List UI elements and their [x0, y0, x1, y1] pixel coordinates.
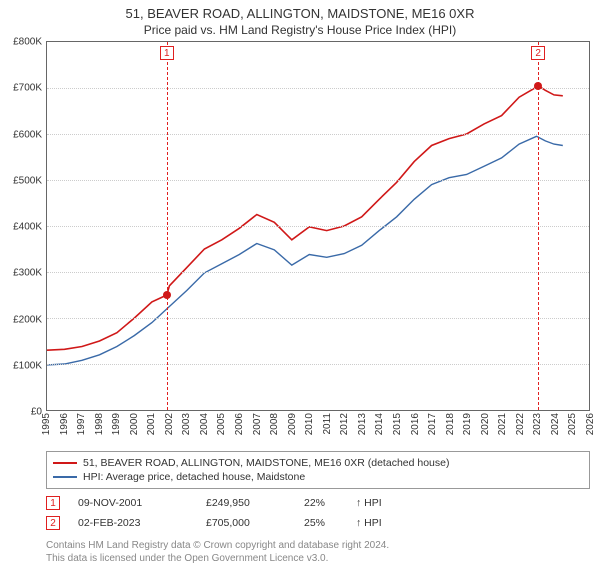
footnote-line: This data is licensed under the Open Gov… [46, 552, 590, 565]
y-tick-label: £400K [13, 222, 42, 233]
x-tick-label: 1995 [41, 413, 52, 435]
x-tick-label: 1997 [76, 413, 87, 435]
gridline [47, 364, 589, 365]
y-tick-label: £600K [13, 129, 42, 140]
transaction-pct: 22% [304, 497, 338, 509]
gridline [47, 134, 589, 135]
x-tick-label: 2017 [427, 413, 438, 435]
footnote: Contains HM Land Registry data © Crown c… [46, 539, 590, 565]
x-tick-label: 1996 [59, 413, 70, 435]
legend-item: HPI: Average price, detached house, Maid… [53, 470, 583, 484]
x-tick-label: 2010 [304, 413, 315, 435]
gridline [47, 88, 589, 89]
gridline [47, 318, 589, 319]
transactions-table: 1 09-NOV-2001 £249,950 22% ↑ HPI 2 02-FE… [46, 493, 590, 533]
chart-subtitle: Price paid vs. HM Land Registry's House … [0, 21, 600, 41]
legend: 51, BEAVER ROAD, ALLINGTON, MAIDSTONE, M… [46, 451, 590, 489]
marker-box: 2 [531, 46, 545, 60]
x-tick-label: 2018 [445, 413, 456, 435]
x-tick-label: 2011 [322, 413, 333, 435]
x-tick-label: 2023 [532, 413, 543, 435]
x-tick-label: 2008 [269, 413, 280, 435]
y-axis: £0£100K£200K£300K£400K£500K£600K£700K£80… [0, 42, 46, 412]
series-line [47, 136, 563, 365]
legend-label: 51, BEAVER ROAD, ALLINGTON, MAIDSTONE, M… [83, 457, 449, 469]
x-tick-label: 2005 [216, 413, 227, 435]
x-tick-label: 2007 [252, 413, 263, 435]
transaction-date: 09-NOV-2001 [78, 497, 188, 509]
y-tick-label: £800K [13, 37, 42, 48]
y-tick-label: £100K [13, 360, 42, 371]
transaction-price: £249,950 [206, 497, 286, 509]
arrow-icon: ↑ [356, 517, 361, 529]
legend-label: HPI: Average price, detached house, Maid… [83, 471, 305, 483]
x-tick-label: 2012 [339, 413, 350, 435]
x-tick-label: 2025 [567, 413, 578, 435]
legend-item: 51, BEAVER ROAD, ALLINGTON, MAIDSTONE, M… [53, 456, 583, 470]
x-tick-label: 2020 [480, 413, 491, 435]
x-tick-label: 2014 [374, 413, 385, 435]
x-tick-label: 2006 [234, 413, 245, 435]
rel-label: HPI [364, 517, 382, 529]
legend-swatch [53, 462, 77, 464]
x-tick-label: 2021 [497, 413, 508, 435]
transaction-date: 02-FEB-2023 [78, 517, 188, 529]
x-tick-label: 2024 [550, 413, 561, 435]
marker-vertical-line [167, 42, 168, 410]
y-tick-label: £500K [13, 175, 42, 186]
marker-dot [163, 291, 171, 299]
series-line [47, 86, 563, 351]
transaction-row: 2 02-FEB-2023 £705,000 25% ↑ HPI [46, 513, 590, 533]
x-tick-label: 2000 [129, 413, 140, 435]
transaction-price: £705,000 [206, 517, 286, 529]
gridline [47, 226, 589, 227]
chart-container: 51, BEAVER ROAD, ALLINGTON, MAIDSTONE, M… [0, 0, 600, 560]
transaction-marker-box: 1 [46, 496, 60, 510]
legend-swatch [53, 476, 77, 478]
arrow-icon: ↑ [356, 497, 361, 509]
x-tick-label: 2013 [357, 413, 368, 435]
rel-label: HPI [364, 497, 382, 509]
x-axis: 1995199619971998199920002001200220032004… [46, 411, 590, 443]
x-tick-label: 2022 [515, 413, 526, 435]
chart-plot-area: 12 [46, 41, 590, 411]
y-tick-label: £300K [13, 268, 42, 279]
transaction-pct: 25% [304, 517, 338, 529]
footnote-line: Contains HM Land Registry data © Crown c… [46, 539, 590, 552]
y-tick-label: £700K [13, 83, 42, 94]
gridline [47, 180, 589, 181]
x-tick-label: 2026 [585, 413, 596, 435]
marker-dot [534, 82, 542, 90]
marker-box: 1 [160, 46, 174, 60]
transaction-row: 1 09-NOV-2001 £249,950 22% ↑ HPI [46, 493, 590, 513]
x-tick-label: 2015 [392, 413, 403, 435]
x-tick-label: 2002 [164, 413, 175, 435]
y-tick-label: £200K [13, 314, 42, 325]
x-tick-label: 1999 [111, 413, 122, 435]
transaction-rel: ↑ HPI [356, 517, 382, 529]
x-tick-label: 2004 [199, 413, 210, 435]
chart-title: 51, BEAVER ROAD, ALLINGTON, MAIDSTONE, M… [0, 0, 600, 21]
x-tick-label: 2009 [287, 413, 298, 435]
x-tick-label: 2003 [181, 413, 192, 435]
transaction-marker-box: 2 [46, 516, 60, 530]
x-tick-label: 2019 [462, 413, 473, 435]
gridline [47, 272, 589, 273]
x-tick-label: 1998 [94, 413, 105, 435]
marker-vertical-line [538, 42, 539, 410]
x-tick-label: 2016 [410, 413, 421, 435]
x-tick-label: 2001 [146, 413, 157, 435]
transaction-rel: ↑ HPI [356, 497, 382, 509]
